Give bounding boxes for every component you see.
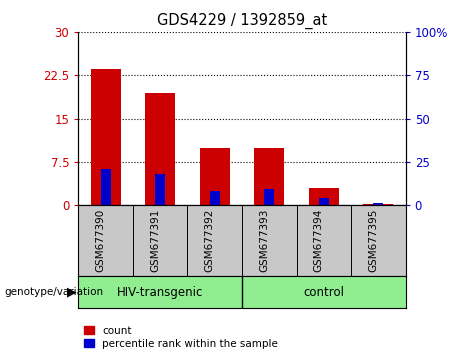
Bar [254, 148, 284, 205]
Text: GSM677393: GSM677393 [259, 209, 269, 272]
Bar [363, 204, 393, 205]
Text: control: control [303, 286, 344, 298]
Bar [319, 198, 329, 205]
Text: GSM677391: GSM677391 [150, 209, 160, 272]
Text: GSM677395: GSM677395 [368, 209, 378, 272]
Text: GSM677394: GSM677394 [314, 209, 324, 272]
Bar [373, 203, 383, 205]
Bar [309, 188, 339, 205]
Bar [200, 148, 230, 205]
Bar [101, 169, 111, 205]
Bar [265, 189, 274, 205]
Bar [91, 69, 121, 205]
Title: GDS4229 / 1392859_at: GDS4229 / 1392859_at [157, 13, 327, 29]
Text: GSM677392: GSM677392 [205, 209, 215, 272]
Legend: count, percentile rank within the sample: count, percentile rank within the sample [83, 326, 278, 349]
Bar [210, 191, 219, 205]
Bar [155, 173, 165, 205]
Bar [145, 93, 175, 205]
Text: GSM677390: GSM677390 [95, 209, 106, 272]
Text: ▶: ▶ [67, 286, 76, 298]
Text: genotype/variation: genotype/variation [5, 287, 104, 297]
Text: HIV-transgenic: HIV-transgenic [117, 286, 203, 298]
